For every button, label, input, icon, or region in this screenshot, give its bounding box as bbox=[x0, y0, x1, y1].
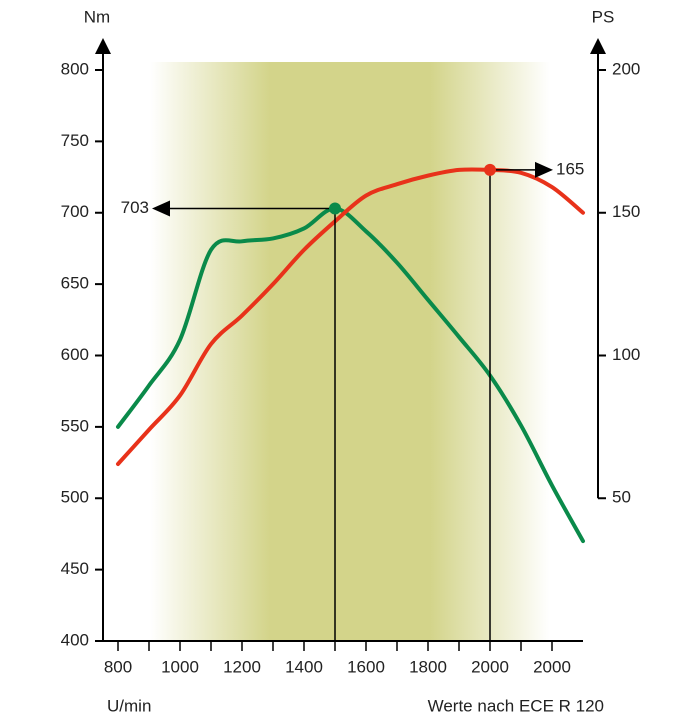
y2-axis-arrow bbox=[590, 38, 606, 54]
annotation-arrow bbox=[535, 161, 553, 178]
y-tick-label: 450 bbox=[61, 559, 89, 578]
rated-band bbox=[150, 62, 550, 641]
y-tick-label: 500 bbox=[61, 488, 89, 507]
y-tick-label: 600 bbox=[61, 345, 89, 364]
x-tick-label: 2000 bbox=[471, 657, 509, 676]
series-line bbox=[116, 206, 585, 544]
note: Werte nach ECE R 120 bbox=[428, 696, 604, 715]
y-axis-label: Nm bbox=[84, 7, 110, 26]
x-tick-label: 1000 bbox=[161, 657, 199, 676]
y-tick-label: 650 bbox=[61, 274, 89, 293]
y2-tick-label: 150 bbox=[612, 202, 640, 221]
y-tick-label: 400 bbox=[61, 630, 89, 649]
annotation-arrow bbox=[152, 200, 170, 217]
annotation-label: 703 bbox=[121, 198, 149, 217]
x-tick-label: 2000 bbox=[533, 657, 571, 676]
y2-axis-label: PS bbox=[592, 7, 615, 26]
annotation-label: 165 bbox=[556, 159, 584, 178]
y2-tick-label: 200 bbox=[612, 59, 640, 78]
y2-tick-label: 50 bbox=[612, 488, 631, 507]
y-tick-label: 800 bbox=[61, 59, 89, 78]
x-tick-label: 1200 bbox=[223, 657, 261, 676]
y-tick-label: 750 bbox=[61, 131, 89, 150]
x-axis-label: U/min bbox=[107, 696, 151, 715]
y2-tick-label: 100 bbox=[612, 345, 640, 364]
x-tick-label: 800 bbox=[104, 657, 132, 676]
annotation-point bbox=[484, 163, 496, 176]
y-axis-arrow bbox=[95, 38, 111, 54]
y-tick-label: 550 bbox=[61, 416, 89, 435]
y-tick-label: 700 bbox=[61, 202, 89, 221]
x-tick-label: 1600 bbox=[347, 657, 385, 676]
annotation-point bbox=[329, 202, 341, 215]
x-tick-label: 1800 bbox=[409, 657, 447, 676]
x-tick-label: 1400 bbox=[285, 657, 323, 676]
